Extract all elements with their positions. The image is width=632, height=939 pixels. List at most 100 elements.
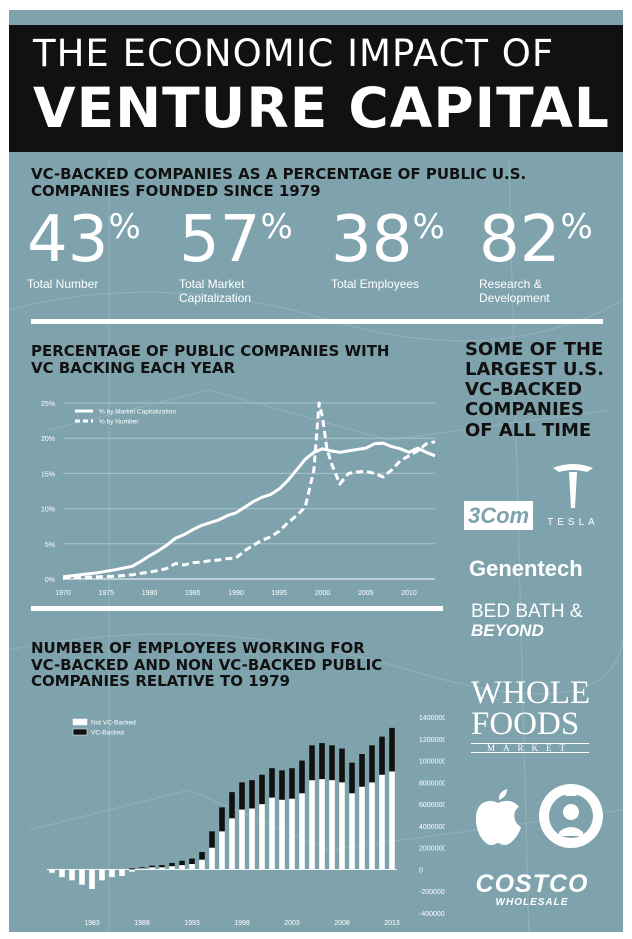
stat-label: Total Market Capitalization <box>179 277 252 305</box>
bar-not-vc-backed <box>189 864 195 870</box>
bar-vc-backed <box>139 867 145 869</box>
bar-not-vc-backed <box>329 780 335 870</box>
bar-vc-backed <box>239 782 245 810</box>
bar-not-vc-backed <box>269 797 275 870</box>
x-tick-label: 1980 <box>142 590 158 597</box>
bar-not-vc-backed <box>299 793 305 870</box>
stat-unit: % <box>560 207 593 247</box>
x-tick-label: 1993 <box>184 920 200 927</box>
bar-vc-backed <box>279 770 285 800</box>
line-chart-title: PERCENTAGE OF PUBLIC COMPANIES WITH VC B… <box>31 342 390 377</box>
bar-not-vc-backed <box>209 847 215 870</box>
bar-vc-backed <box>289 768 295 799</box>
bar-not-vc-backed <box>69 869 75 881</box>
x-tick-label: 1985 <box>185 590 201 597</box>
bar-vc-backed <box>249 780 255 809</box>
bar-not-vc-backed <box>219 831 225 870</box>
stat-value: 82 <box>479 203 561 277</box>
logo-genentech: Genentech <box>469 556 583 581</box>
bar-not-vc-backed <box>239 809 245 870</box>
x-tick-label: 2013 <box>384 920 400 927</box>
bar-not-vc-backed <box>259 804 265 870</box>
y-tick-label: 10000000 <box>419 759 445 766</box>
logo-bbb-line1: BED BATH & <box>471 601 583 622</box>
y-tick-label: -2000000 <box>419 889 445 896</box>
bar-not-vc-backed <box>229 818 235 870</box>
x-tick-label: 2003 <box>284 920 300 927</box>
bar-vc-backed <box>169 862 175 867</box>
section1-title: VC-BACKED COMPANIES AS A PERCENTAGE OF P… <box>31 165 527 200</box>
title-banner <box>9 25 623 152</box>
bar-not-vc-backed <box>319 779 325 870</box>
y-tick-label: -4000000 <box>419 911 445 918</box>
logo-costco-line1: COSTCO <box>475 870 589 898</box>
bar-not-vc-backed <box>379 774 385 870</box>
logo-tesla-text: TESLA <box>547 517 599 528</box>
stat-unit: % <box>260 207 293 247</box>
bar-vc-backed <box>309 745 315 781</box>
y-tick-label: 25% <box>41 401 55 408</box>
stat-value: 38 <box>331 203 413 277</box>
bar-not-vc-backed <box>369 782 375 870</box>
x-tick-label: 1998 <box>234 920 250 927</box>
x-tick-label: 1975 <box>98 590 114 597</box>
stat-label: Total Employees <box>331 277 420 291</box>
bar-not-vc-backed <box>109 869 115 878</box>
bar-vc-backed <box>199 852 205 860</box>
y-tick-label: 4000000 <box>419 824 445 831</box>
apple-icon <box>475 789 521 845</box>
stat-value: 57 <box>179 203 261 277</box>
bar-vc-backed <box>359 754 365 787</box>
logo-3com-text: 3Com <box>464 501 534 530</box>
bar-not-vc-backed <box>119 869 125 876</box>
x-tick-label: 2005 <box>358 590 374 597</box>
bar-vc-backed <box>299 760 305 794</box>
x-tick-label: 1983 <box>84 920 100 927</box>
logo-costco: COSTCO WHOLESALE <box>467 870 597 909</box>
y-tick-label: 0% <box>45 577 55 584</box>
logo-wf-line3: MARKET <box>471 742 589 754</box>
bar-not-vc-backed <box>279 799 285 870</box>
bar-vc-backed <box>179 860 185 866</box>
bar-not-vc-backed <box>129 869 135 872</box>
legend-label: % by Number <box>99 419 139 426</box>
bar-chart-title: NUMBER OF EMPLOYEES WORKING FOR VC-BACKE… <box>31 639 383 690</box>
y-tick-label: 8000000 <box>419 780 445 787</box>
logo-tesla: TESLA <box>541 462 605 528</box>
divider-top <box>31 319 603 324</box>
divider-middle <box>31 606 443 611</box>
stat-unit: % <box>412 207 445 247</box>
stat-research-development: 82% Research & Development <box>479 208 593 306</box>
bar-vc-backed <box>209 831 215 848</box>
bar-vc-backed <box>219 807 225 832</box>
legend-label: % by Market Capitalization <box>99 409 176 416</box>
tesla-t-icon <box>553 464 593 508</box>
bar-vc-backed <box>379 736 385 775</box>
bar-vc-backed <box>229 792 235 819</box>
bar-not-vc-backed <box>179 865 185 870</box>
y-tick-label: 20% <box>41 436 55 443</box>
bar-not-vc-backed <box>169 866 175 870</box>
logo-bbb-line2: BEYOND <box>471 620 544 640</box>
y-tick-label: 14000000 <box>419 715 445 722</box>
bar-not-vc-backed <box>139 868 145 870</box>
bar-chart: 14000000 12000000 10000000 8000000 6000000 40… <box>47 715 445 927</box>
stat-label: Research & Development <box>479 277 550 305</box>
stat-label: Total Number <box>27 277 99 291</box>
bar-not-vc-backed <box>339 782 345 870</box>
bar-vc-backed <box>149 865 155 868</box>
x-tick-label: 1970 <box>55 590 71 597</box>
bar-vc-backed <box>189 858 195 864</box>
sidebar-title: SOME OF THE LARGEST U.S. VC-BACKED COMPA… <box>465 339 605 441</box>
bar-vc-backed <box>349 762 355 794</box>
legend-label: VC-Backed <box>91 730 124 737</box>
x-tick-label: 2000 <box>315 590 331 597</box>
legend-label: Not VC-Backed <box>91 720 136 727</box>
bar-not-vc-backed <box>289 798 295 870</box>
series-line-market-cap <box>62 441 436 579</box>
title-line1: THE ECONOMIC IMPACT OF <box>33 32 555 75</box>
logo-3com: 3Com <box>464 501 534 530</box>
logo-whole-foods: WHOLE FOODS MARKET <box>471 676 590 754</box>
y-tick-label: 15% <box>41 471 55 478</box>
stat-total-market-cap: 57% Total Market Capitalization <box>179 208 293 306</box>
